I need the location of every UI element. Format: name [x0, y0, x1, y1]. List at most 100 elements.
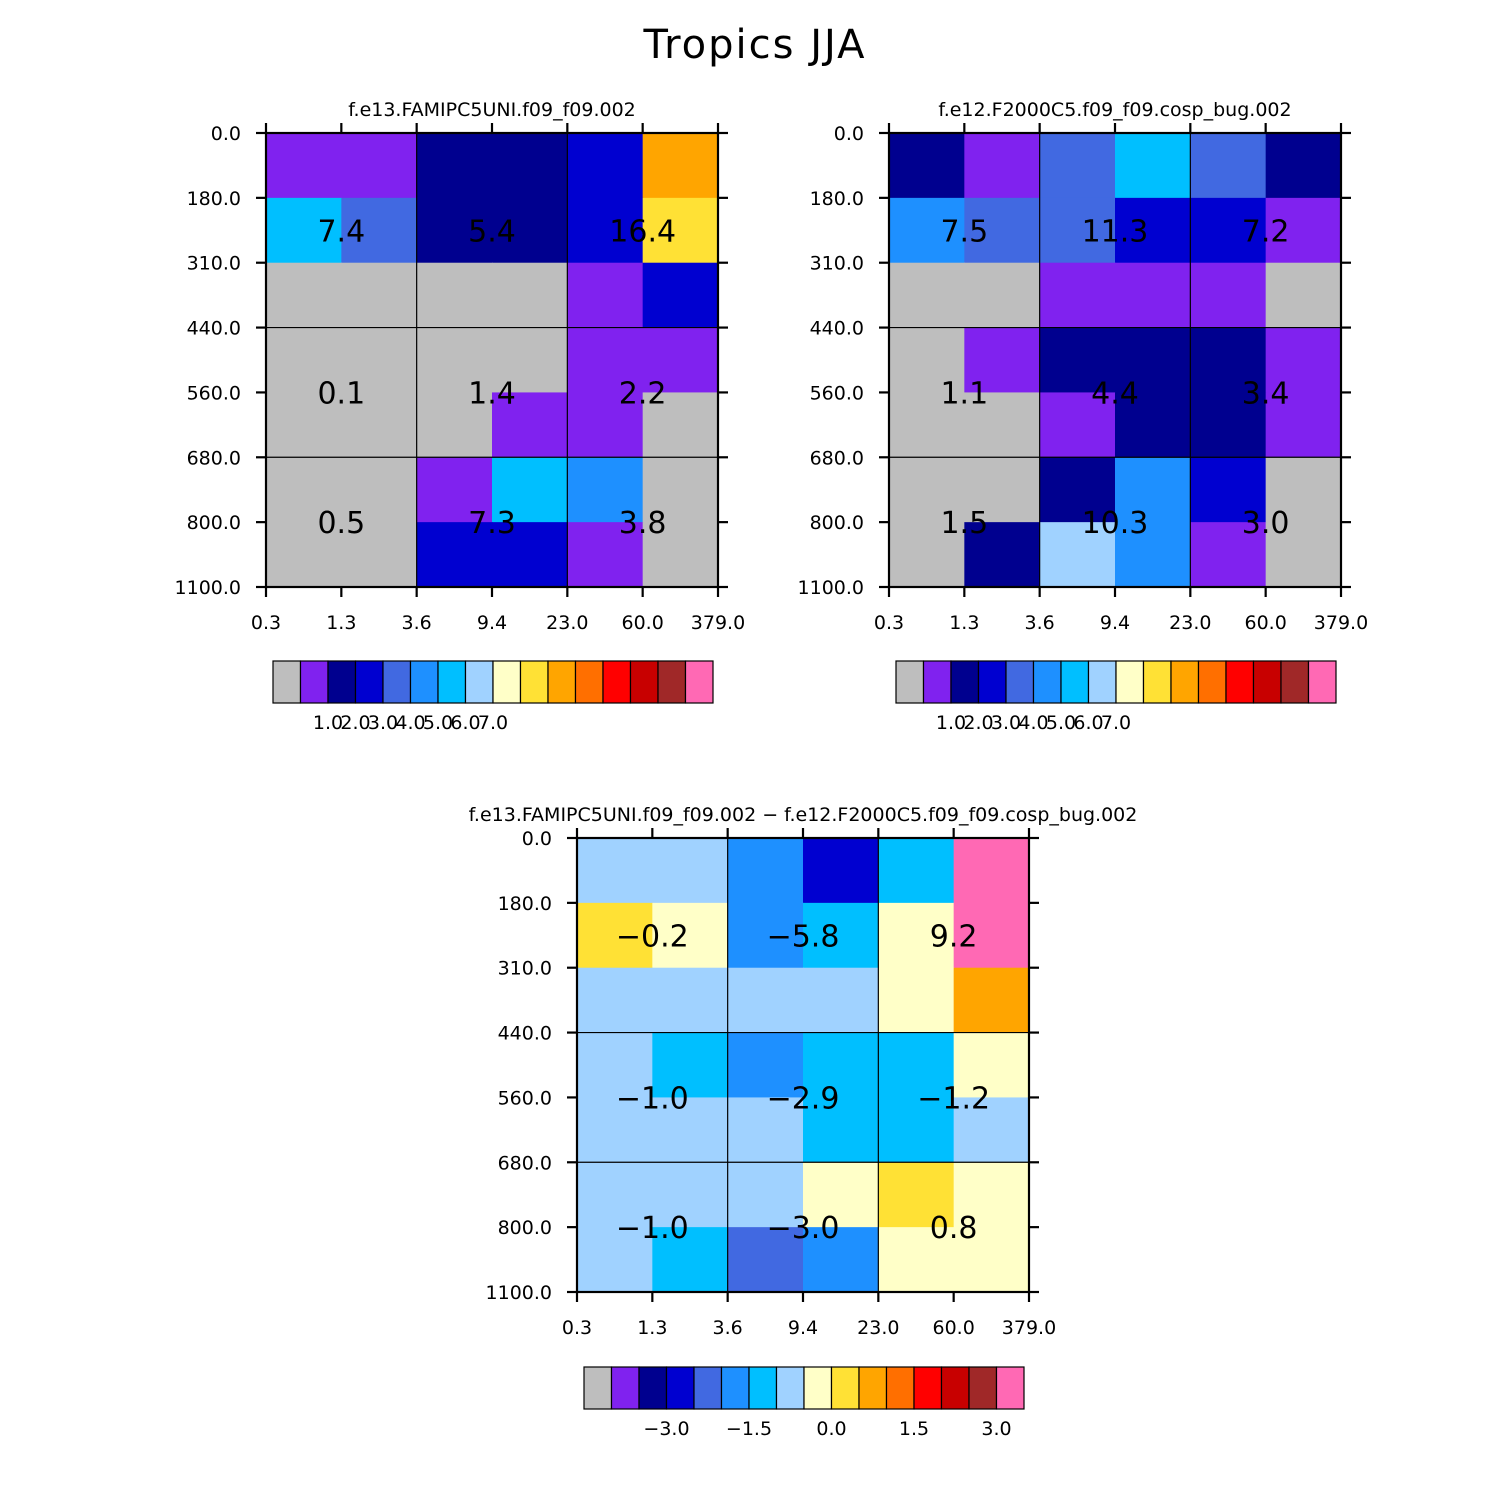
colorbar-swatch [327, 660, 357, 704]
colorbar-swatch [547, 660, 577, 704]
heatmap-cell [567, 457, 644, 523]
heatmap-cell [878, 967, 955, 1034]
colorbar-swatch [968, 1366, 998, 1410]
heatmap-cell [341, 262, 418, 329]
box-value-label: −2.9 [767, 1081, 840, 1116]
colorbar-label: 7.0 [478, 712, 508, 734]
panel-title: f.e13.FAMIPC5UNI.f09_f09.002 − f.e12.F20… [469, 804, 1138, 826]
heatmap-cell [803, 1162, 879, 1228]
heatmap-cell [492, 197, 568, 264]
colorbar-label: −1.5 [726, 1418, 772, 1440]
colorbar-swatch [1087, 660, 1117, 704]
heatmap-cell [1115, 133, 1191, 199]
heatmap-cell [1190, 327, 1267, 394]
heatmap-cell [1039, 522, 1116, 588]
heatmap-cell [341, 457, 418, 523]
x-tick-label: 60.0 [933, 1317, 975, 1339]
heatmap-cell [1115, 522, 1191, 588]
box-value-label: −0.2 [616, 919, 689, 954]
x-tick-label: 0.3 [874, 612, 904, 634]
y-tick-label: 680.0 [810, 447, 864, 469]
heatmap-cell [727, 1227, 804, 1293]
box-value-label: 5.4 [468, 214, 516, 249]
heatmap-cell [577, 1162, 653, 1228]
colorbar-swatch [657, 660, 687, 704]
box-value-label: 0.8 [930, 1211, 978, 1246]
y-tick-label: 440.0 [187, 318, 241, 340]
heatmap-cell [1265, 197, 1342, 264]
heatmap-cell [964, 197, 1041, 264]
y-tick-label: 0.0 [522, 828, 552, 850]
heatmap-cell [1115, 327, 1191, 394]
box-value-label: −3.0 [767, 1211, 840, 1246]
heatmap-cell [1190, 197, 1267, 264]
heatmap-cell [341, 327, 418, 394]
heatmap-cell [266, 262, 342, 329]
heatmap-cell [577, 1032, 653, 1099]
y-tick-label: 800.0 [187, 512, 241, 534]
heatmap-cell [416, 262, 493, 329]
heatmap-cell [964, 522, 1041, 588]
heatmap-cell [953, 1032, 1030, 1099]
heatmap-cell [1265, 392, 1342, 458]
colorbar-swatch [272, 660, 302, 704]
heatmap-cell [964, 327, 1041, 394]
colorbar-label: 4.0 [1018, 712, 1048, 734]
colorbar-swatch [1142, 660, 1172, 704]
x-tick-label: 23.0 [1169, 612, 1211, 634]
y-tick-label: 800.0 [810, 512, 864, 534]
panel-3-difference: f.e13.FAMIPC5UNI.f09_f09.002 − f.e12.F20… [469, 804, 1138, 1440]
heatmap-cell [727, 967, 804, 1034]
heatmap-cell [567, 522, 644, 588]
heatmap-cell [727, 1162, 804, 1228]
box-value-label: −1.0 [616, 1081, 689, 1116]
x-tick-label: 0.3 [562, 1317, 592, 1339]
box-value-label: 3.4 [1242, 376, 1290, 411]
heatmap-cell [953, 1097, 1030, 1163]
x-tick-label: 379.0 [1002, 1317, 1056, 1339]
colorbar-swatch [885, 1366, 915, 1410]
colorbar-swatch [775, 1366, 805, 1410]
heatmap-cell [953, 1227, 1030, 1293]
x-tick-label: 9.4 [788, 1317, 818, 1339]
box-value-label: 16.4 [609, 214, 676, 249]
colorbar-swatch [1060, 660, 1090, 704]
heatmap-cell [652, 1227, 729, 1293]
box-value-label: 3.0 [1242, 506, 1290, 541]
heatmap-cell [1190, 457, 1267, 523]
colorbar-label: 1.5 [899, 1418, 929, 1440]
heatmap-cell [266, 522, 342, 588]
y-tick-label: 560.0 [810, 382, 864, 404]
colorbar-label: 1.0 [313, 712, 343, 734]
heatmap-cell [577, 838, 653, 904]
colorbar-label: 6.0 [1073, 712, 1103, 734]
colorbar-swatch [610, 1366, 640, 1410]
y-tick-label: 560.0 [187, 382, 241, 404]
heatmap-cell [1190, 262, 1267, 329]
colorbar-swatch [437, 660, 467, 704]
colorbar-swatch [382, 660, 412, 704]
x-tick-label: 1.3 [326, 612, 356, 634]
heatmap-cell [889, 197, 965, 264]
colorbar-swatch [409, 660, 439, 704]
box-value-label: 0.1 [317, 376, 365, 411]
y-tick-label: 310.0 [810, 253, 864, 275]
box-value-label: 4.4 [1091, 376, 1139, 411]
heatmap-cell [727, 1032, 804, 1099]
heatmap-cell [953, 902, 1030, 969]
y-tick-label: 180.0 [187, 188, 241, 210]
heatmap-cell [803, 1097, 879, 1163]
heatmap-cell [889, 133, 965, 199]
heatmap-cell [652, 902, 729, 969]
y-tick-label: 1100.0 [175, 577, 241, 599]
box-value-label: 3.8 [619, 506, 667, 541]
heatmap-cell [642, 457, 719, 523]
colorbar-swatch [1197, 660, 1227, 704]
heatmap-cell [889, 327, 965, 394]
heatmap-cell [964, 392, 1041, 458]
box-value-label: 9.2 [930, 919, 978, 954]
heatmap-cell [803, 838, 879, 904]
colorbar-swatch [1032, 660, 1062, 704]
y-tick-label: 1100.0 [798, 577, 864, 599]
